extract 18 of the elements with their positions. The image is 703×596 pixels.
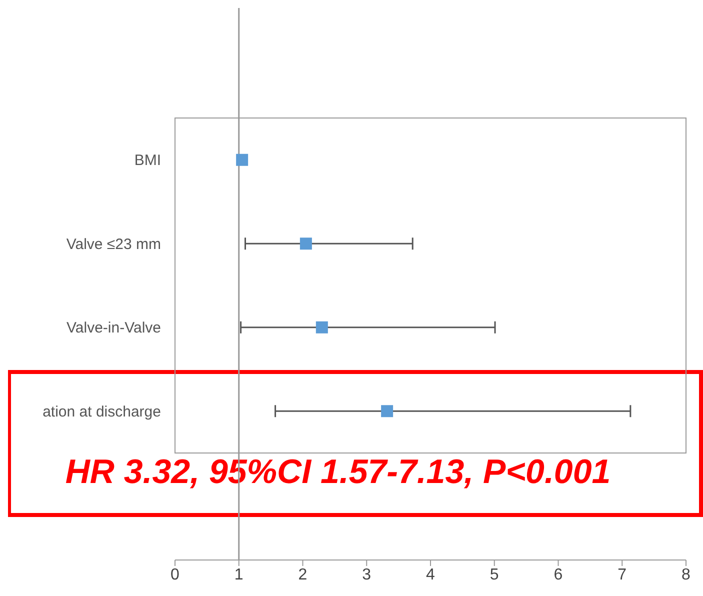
- x-tick-label: 3: [362, 566, 372, 584]
- annotation: HR 3.32, 95%CI 1.57-7.13, P<0.001: [65, 453, 611, 491]
- y-tick-label: Valve-in-Valve: [66, 320, 161, 337]
- x-tick-label: 4: [426, 566, 436, 584]
- x-tick-label: 8: [682, 566, 691, 584]
- point: [300, 238, 312, 250]
- y-tick-label: Valve ≤23 mm: [66, 236, 161, 253]
- point: [236, 154, 248, 166]
- x-tick-label: 1: [234, 566, 244, 584]
- y-tick-label: ation at discharge: [42, 403, 161, 420]
- x-tick-label: 6: [554, 566, 563, 584]
- point: [381, 405, 394, 418]
- point: [316, 321, 328, 334]
- x-tick-label: 5: [490, 566, 499, 584]
- x-tick-label: 2: [298, 566, 308, 584]
- x-tick-label: 0: [170, 566, 180, 584]
- x-tick-label: 7: [618, 566, 627, 584]
- y-tick-label: BMI: [134, 152, 161, 170]
